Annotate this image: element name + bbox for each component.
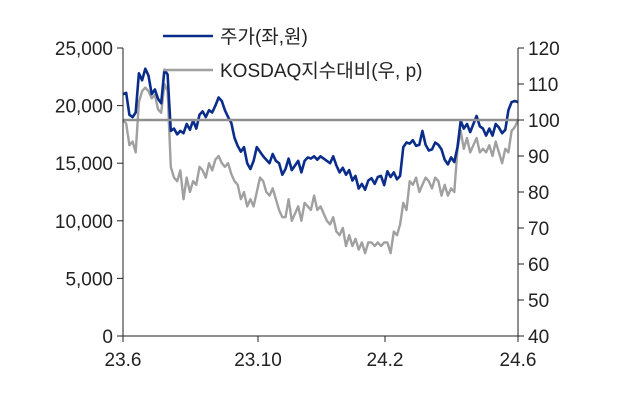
chart-axes: 0 5,000 10,000 15,000 20,000 25,000 40 50 60 70 80… bbox=[55, 39, 560, 371]
legend-label: KOSDAQ지수대비(우, p) bbox=[220, 60, 422, 82]
left-y-tick-label: 0 bbox=[102, 327, 113, 348]
right-y-tick-label: 100 bbox=[528, 111, 560, 132]
x-tick-label: 24.2 bbox=[367, 350, 404, 371]
legend-label: 주가(좌,원) bbox=[220, 26, 308, 48]
x-tick-label: 24.6 bbox=[500, 350, 537, 371]
right-y-tick-label: 120 bbox=[528, 39, 560, 60]
right-y-tick-label: 90 bbox=[528, 147, 549, 168]
right-y-tick-label: 60 bbox=[528, 255, 549, 276]
left-y-tick-label: 5,000 bbox=[65, 269, 113, 290]
left-y-tick-label: 10,000 bbox=[55, 212, 113, 233]
series-line-stock-price bbox=[122, 67, 519, 191]
chart-legend: 주가(좌,원) KOSDAQ지수대비(우, p) bbox=[163, 26, 422, 82]
x-tick-label: 23.10 bbox=[234, 350, 282, 371]
left-y-tick-label: 20,000 bbox=[55, 97, 113, 118]
right-y-tick-label: 50 bbox=[528, 291, 549, 312]
right-y-tick-label: 110 bbox=[528, 75, 558, 96]
right-y-tick-label: 80 bbox=[528, 183, 549, 204]
series-line-kosdaq-relative bbox=[122, 82, 520, 255]
left-y-tick-label: 15,000 bbox=[55, 154, 113, 175]
chart-series-layer bbox=[122, 67, 520, 255]
left-y-tick-label: 25,000 bbox=[55, 39, 113, 60]
x-tick-label: 23.6 bbox=[105, 350, 142, 371]
right-y-tick-label: 70 bbox=[528, 219, 549, 240]
right-y-tick-label: 40 bbox=[528, 327, 549, 348]
